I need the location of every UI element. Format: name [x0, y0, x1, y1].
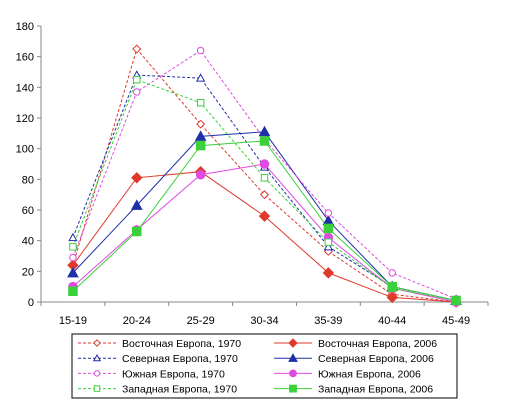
data-point-circle — [259, 159, 270, 169]
data-point-circle — [388, 269, 396, 277]
legend-label: Северная Европа, 2006 — [318, 353, 434, 365]
data-point-triangle — [68, 232, 78, 242]
data-point-diamond — [131, 172, 143, 184]
data-point-diamond — [258, 210, 271, 222]
data-point-triangle — [130, 199, 143, 210]
y-tick-label: 20 — [22, 266, 34, 278]
y-tick-label: 40 — [22, 236, 34, 248]
data-point-diamond — [322, 267, 335, 279]
legend-box — [71, 333, 458, 399]
y-tick-label: 160 — [16, 52, 34, 64]
y-tick-label: 0 — [28, 297, 34, 309]
series-line — [72, 79, 457, 301]
x-tick-label: 35-39 — [314, 315, 342, 327]
data-point-circle — [93, 370, 101, 377]
y-tick-label: 180 — [16, 21, 34, 33]
data-point-triangle — [195, 73, 206, 82]
y-tick-label: 120 — [16, 113, 34, 125]
data-point-circle — [69, 253, 77, 262]
data-point-triangle — [322, 214, 335, 226]
data-point-circle — [196, 46, 205, 55]
data-point-triangle — [258, 125, 271, 137]
y-tick-label: 100 — [16, 144, 34, 156]
data-point-diamond — [288, 338, 298, 348]
data-point-circle — [324, 209, 333, 217]
data-point-square — [93, 385, 101, 392]
series-line — [72, 74, 457, 301]
data-point-circle — [289, 369, 297, 378]
series-line — [72, 163, 457, 303]
legend-label: Северная Европа, 1970 — [122, 353, 238, 365]
data-point-circle — [195, 169, 206, 180]
data-point-square — [195, 140, 206, 151]
data-point-square — [69, 243, 77, 251]
data-point-triangle — [288, 353, 298, 362]
legend-label: Западная Европа, 1970 — [122, 384, 237, 396]
data-point-square — [259, 136, 270, 146]
x-tick-label: 20-24 — [123, 315, 151, 327]
data-point-square — [196, 98, 205, 107]
y-tick-label: 60 — [22, 205, 34, 217]
data-point-square — [260, 174, 269, 182]
x-tick-label: 25-29 — [187, 315, 215, 327]
data-point-triangle — [67, 266, 79, 278]
data-point-square — [133, 75, 141, 84]
data-point-square — [132, 226, 142, 237]
data-point-diamond — [196, 119, 206, 129]
x-tick-label: 15-19 — [59, 315, 87, 327]
legend-label: Южная Европа, 1970 — [122, 368, 225, 380]
data-point-triangle — [194, 130, 207, 141]
x-tick-label: 30-34 — [250, 315, 278, 327]
data-point-square — [323, 223, 334, 234]
data-point-square — [387, 281, 397, 292]
data-point-square — [68, 286, 78, 297]
data-point-circle — [133, 88, 141, 96]
x-tick-label: 40-44 — [378, 315, 406, 327]
legend-label: Южная Европа, 2006 — [318, 368, 421, 380]
legend-label: Восточная Европа, 1970 — [122, 338, 241, 350]
legend-label: Западная Европа, 2006 — [318, 384, 433, 396]
data-point-diamond — [132, 44, 142, 54]
data-point-square — [324, 238, 333, 246]
data-point-diamond — [386, 291, 398, 304]
x-tick-label: 45-49 — [442, 315, 470, 327]
data-point-triangle — [92, 353, 102, 362]
data-point-square — [289, 384, 297, 393]
data-point-diamond — [93, 339, 101, 347]
y-tick-label: 140 — [16, 82, 34, 94]
y-tick-label: 80 — [22, 174, 34, 186]
data-point-triangle — [323, 241, 334, 251]
data-point-square — [451, 295, 461, 306]
legend-label: Восточная Европа, 2006 — [318, 338, 437, 350]
data-point-diamond — [259, 190, 270, 200]
